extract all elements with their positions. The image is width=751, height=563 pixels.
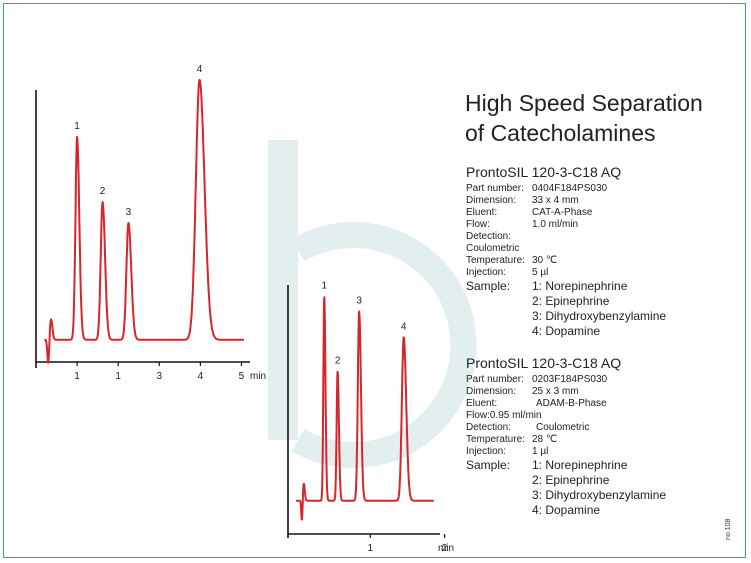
sample-list: 1: Norepinephrine 2: Epinephrine 3: Dihy… xyxy=(532,458,666,518)
injection-value: 1 µl xyxy=(532,446,549,457)
chromatogram-trace xyxy=(295,296,435,521)
method-2-eluent: Eluent: ADAM-B-Phase xyxy=(466,398,621,410)
method-1-part-number: Part number: 0404F184PS030 xyxy=(466,183,621,195)
part-number-value: 0404F184PS030 xyxy=(532,183,608,194)
method-1-sample: Sample: 1: Norepinephrine 2: Epinephrine… xyxy=(466,279,666,339)
x-tick-label: 1 xyxy=(74,371,80,382)
flow-value: 1.0 ml/min xyxy=(532,219,579,230)
peak-label: 1 xyxy=(321,280,327,291)
temperature-label: Temperature: xyxy=(466,434,525,445)
sample-item: 1: Norepinephrine xyxy=(532,458,628,472)
sample-item: 1: Norepinephrine xyxy=(532,279,628,293)
flow-label: Flow: xyxy=(466,219,490,230)
dimension-label: Dimension: xyxy=(466,386,517,397)
eluent-label: Eluent: xyxy=(466,207,498,218)
method-2-dimension: Dimension: 25 x 3 mm xyxy=(466,386,621,398)
method-2-part-number: Part number: 0203F184PS030 xyxy=(466,374,621,386)
method-2-flow: Flow:0.95 ml/min xyxy=(466,410,621,422)
temperature-label: Temperature: xyxy=(466,255,525,266)
temperature-value: 28 ℃ xyxy=(532,434,558,445)
sample-item: 4: Dopamine xyxy=(532,324,601,338)
sample-item: 3: Dihydroxybenzylamine xyxy=(532,309,667,323)
peak-label: 2 xyxy=(335,356,341,367)
chromatogram-trace xyxy=(43,78,245,364)
injection-label: Injection: xyxy=(466,267,507,278)
method-2: ProntoSIL 120-3-C18 AQ Part number: 0203… xyxy=(466,355,666,518)
peak-label: 4 xyxy=(197,64,203,75)
document-number: no 108 xyxy=(725,518,732,540)
detection-label: Detection: xyxy=(466,231,512,242)
method-1-flow: Flow: 1.0 ml/min xyxy=(466,219,621,231)
logo-watermark-icon xyxy=(268,140,477,468)
part-number-label: Part number: xyxy=(466,374,524,385)
sample-label: Sample: xyxy=(466,458,511,472)
sample-list: 1: Norepinephrine 2: Epinephrine 3: Dihy… xyxy=(532,279,666,339)
method-1-detection-label: Detection: xyxy=(466,231,621,243)
x-axis-label: min xyxy=(250,371,266,382)
sample-item: 4: Dopamine xyxy=(532,503,601,517)
dimension-value: 25 x 3 mm xyxy=(532,386,579,397)
temperature-value: 30 ℃ xyxy=(532,255,558,266)
eluent-value: ADAM-B-Phase xyxy=(536,398,607,409)
sample-label: Sample: xyxy=(466,279,511,293)
sample-item: 2: Epinephrine xyxy=(532,294,610,308)
peak-label: 3 xyxy=(126,207,132,218)
detection-label: Detection: xyxy=(466,422,512,433)
method-2-column: ProntoSIL 120-3-C18 AQ xyxy=(466,355,622,371)
dimension-label: Dimension: xyxy=(466,195,517,206)
title-line-1: High Speed Separation xyxy=(465,90,703,116)
sample-item: 2: Epinephrine xyxy=(532,473,610,487)
detection-value: Coulometric xyxy=(466,243,520,254)
eluent-label: Eluent: xyxy=(466,398,498,409)
method-1-detection-value: Coulometric xyxy=(466,243,621,255)
peak-label: 4 xyxy=(401,321,407,332)
x-tick-label: 1 xyxy=(115,371,121,382)
detection-value: Coulometric xyxy=(536,422,590,433)
method-2-temperature: Temperature: 28 ℃ xyxy=(466,434,621,446)
x-tick-label: 4 xyxy=(198,371,204,382)
method-1-column: ProntoSIL 120-3-C18 AQ xyxy=(466,164,622,180)
method-2-detection: Detection: Coulometric xyxy=(466,422,621,434)
method-2-sample: Sample: 1: Norepinephrine 2: Epinephrine… xyxy=(466,458,666,518)
injection-label: Injection: xyxy=(466,446,507,457)
method-2-injection: Injection: 1 µl xyxy=(466,446,621,458)
x-tick-label: 5 xyxy=(239,371,245,382)
page-frame xyxy=(3,3,746,558)
method-1: ProntoSIL 120-3-C18 AQ Part number: 0404… xyxy=(466,164,666,339)
method-1-temperature: Temperature: 30 ℃ xyxy=(466,255,621,267)
part-number-value: 0203F184PS030 xyxy=(532,374,608,385)
part-number-label: Part number: xyxy=(466,183,524,194)
method-1-dimension: Dimension: 33 x 4 mm xyxy=(466,195,621,207)
page-title: High Speed Separation of Catecholamines xyxy=(465,88,703,148)
x-tick-label: 1 xyxy=(368,543,374,554)
peak-label: 1 xyxy=(74,121,80,132)
sample-item: 3: Dihydroxybenzylamine xyxy=(532,488,667,502)
dimension-value: 33 x 4 mm xyxy=(532,195,579,206)
title-line-2: of Catecholamines xyxy=(465,120,656,146)
peak-label: 3 xyxy=(356,296,362,307)
x-tick-label: 2 xyxy=(442,543,448,554)
x-axis-label: min xyxy=(438,543,454,554)
eluent-value: CAT-A-Phase xyxy=(532,207,593,218)
flow-line: Flow:0.95 ml/min xyxy=(466,410,542,421)
injection-value: 5 µl xyxy=(532,267,549,278)
chromatogram-1: 1 1 3 4 5 min 1 2 3 4 xyxy=(35,64,266,382)
method-1-eluent: Eluent: CAT-A-Phase xyxy=(466,207,621,219)
method-1-injection: Injection: 5 µl xyxy=(466,267,621,279)
peak-label: 2 xyxy=(100,186,106,197)
x-tick-label: 3 xyxy=(156,371,162,382)
